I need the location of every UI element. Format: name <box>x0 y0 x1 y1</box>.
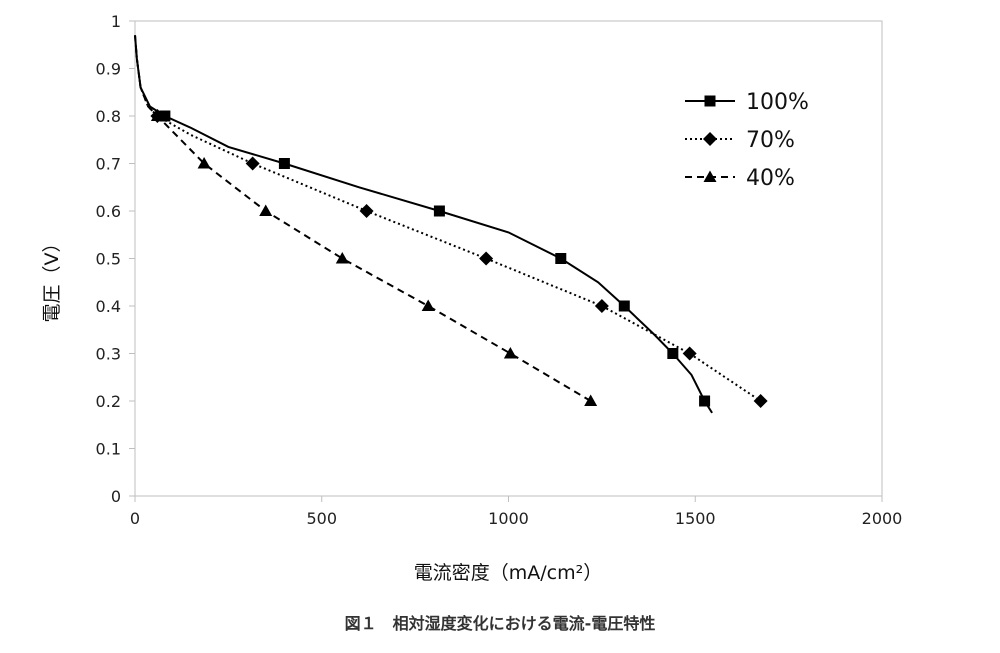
legend-marker <box>704 95 716 107</box>
data-point <box>682 346 697 361</box>
data-point <box>245 156 260 171</box>
y-tick-label: 0.6 <box>96 202 121 221</box>
legend-label: 100% <box>746 90 809 115</box>
data-point <box>278 158 290 169</box>
y-tick-label: 0.7 <box>96 155 121 174</box>
data-point <box>479 251 494 266</box>
series-line <box>134 35 592 402</box>
y-tick-label: 0.3 <box>96 345 121 364</box>
data-point <box>555 253 567 264</box>
y-axis-ticks: 0 0.1 0.2 0.3 0.4 0.5 0.6 0.7 0.8 0.9 1 <box>96 12 135 506</box>
y-tick-label: 0.2 <box>96 392 121 411</box>
plot-area <box>134 20 883 497</box>
series-40pct <box>134 35 598 406</box>
y-tick-label: 0.5 <box>96 250 121 269</box>
data-point <box>159 110 171 122</box>
legend-label: 40% <box>746 166 795 191</box>
data-point <box>335 252 349 264</box>
x-tick-label: 500 <box>306 509 337 528</box>
data-point <box>584 394 598 406</box>
series-100pct <box>134 35 713 414</box>
y-tick-label: 1 <box>111 12 121 31</box>
data-point <box>618 300 630 312</box>
data-point <box>150 109 164 121</box>
y-axis-title: 電圧（V） <box>41 234 63 323</box>
y-tick-label: 0.4 <box>96 297 121 316</box>
legend-label: 70% <box>746 128 795 153</box>
data-point <box>699 395 711 407</box>
x-axis-ticks: 0 500 1000 1500 2000 <box>130 496 902 528</box>
x-tick-label: 1500 <box>675 509 716 528</box>
y-tick-label: 0.8 <box>96 107 121 126</box>
series-70pct <box>134 35 768 408</box>
x-tick-label: 0 <box>130 509 140 528</box>
data-point <box>753 394 768 408</box>
data-point <box>359 204 374 218</box>
series-layer <box>134 35 768 414</box>
series-line <box>134 35 762 402</box>
data-point <box>433 205 445 217</box>
legend-marker <box>703 170 717 182</box>
y-tick-label: 0.1 <box>96 440 121 459</box>
data-point <box>594 299 609 313</box>
data-point <box>197 157 211 169</box>
y-tick-label: 0.9 <box>96 60 121 79</box>
data-point <box>667 348 679 359</box>
legend-marker <box>703 132 717 146</box>
data-point <box>421 299 435 311</box>
x-tick-label: 1000 <box>488 509 529 528</box>
figure-caption: 図１ 相対湿度変化における電流-電圧特性 <box>344 614 656 633</box>
iv-chart: 0 500 1000 1500 2000 00.10.20.30.40.50.60.70… <box>41 12 902 584</box>
y-tick-label: 0 <box>111 487 121 506</box>
data-point <box>503 347 517 359</box>
legend: 100% 70% 40% <box>685 90 809 191</box>
x-axis-title: 電流密度（mA/cm²） <box>414 562 602 584</box>
x-tick-label: 2000 <box>862 509 903 528</box>
data-point <box>259 204 273 216</box>
